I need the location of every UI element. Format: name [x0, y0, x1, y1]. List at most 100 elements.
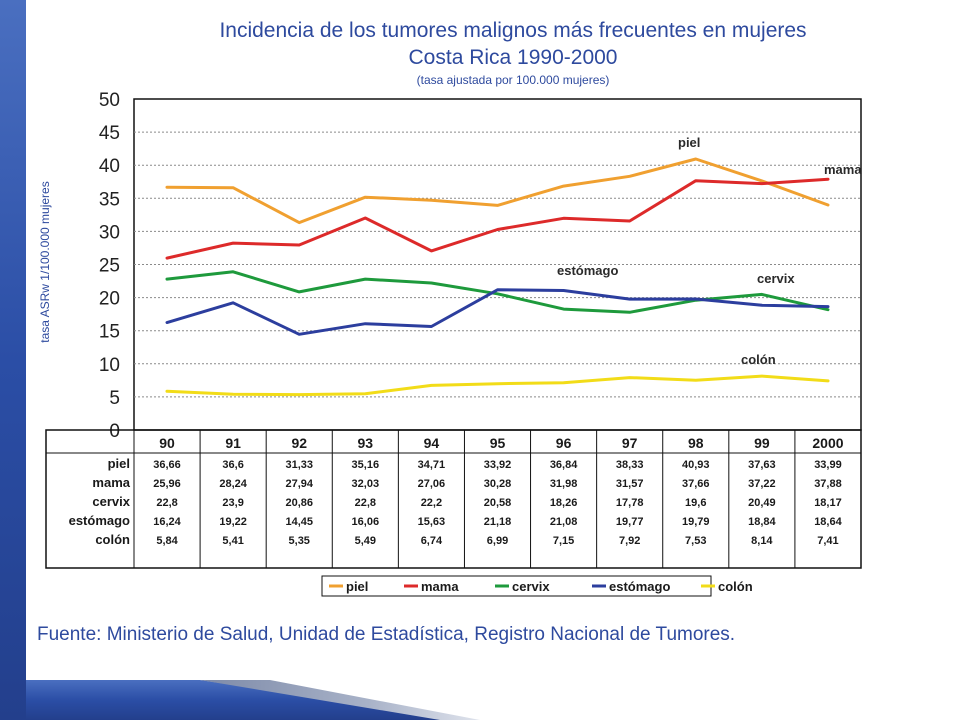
x-tick-label: 96	[556, 435, 572, 451]
y-tick-label: 45	[99, 123, 120, 144]
table-cell: 22,8	[355, 497, 376, 509]
table-row-label-estomago: estómago	[69, 513, 130, 528]
y-tick-label: 20	[99, 289, 120, 310]
y-tick-labels: 0 5 10 15 20 25 30 35 40 45 50	[99, 90, 120, 442]
table-row-label-mama: mama	[92, 475, 130, 490]
y-tick-label: 10	[99, 355, 120, 376]
chart-note: (tasa ajustada por 100.000 mujeres)	[417, 73, 610, 87]
table-cell: 37,63	[748, 459, 776, 471]
table-cell: 5,84	[156, 535, 178, 547]
table-cell: 18,17	[814, 497, 842, 509]
series-line-colon	[165, 374, 830, 397]
table-cell: 19,79	[682, 516, 710, 528]
y-tick-label: 25	[99, 256, 120, 277]
x-tick-label: 91	[225, 435, 241, 451]
table-cell: 21,18	[484, 516, 512, 528]
legend-label-mama: mama	[421, 579, 459, 594]
x-tick-label: 90	[159, 435, 175, 451]
table-cell: 36,66	[153, 459, 181, 471]
data-table-lines	[133, 430, 796, 568]
table-cell: 20,58	[484, 497, 512, 509]
y-tick-label: 35	[99, 189, 120, 210]
x-tick-label: 99	[754, 435, 770, 451]
table-cell: 6,74	[421, 535, 443, 547]
table-cell: 5,41	[222, 535, 243, 547]
table-cell: 20,86	[285, 497, 313, 509]
table-cell: 5,35	[289, 535, 310, 547]
table-cell: 28,24	[219, 478, 247, 490]
y-tick-label: 40	[99, 156, 120, 177]
table-cell: 30,28	[484, 478, 512, 490]
table-cell: 31,57	[616, 478, 644, 490]
bottom-accent-wedge	[200, 680, 480, 720]
table-cell: 31,33	[285, 459, 313, 471]
y-tick-label: 50	[99, 90, 120, 111]
x-tick-labels: 90 91 92 93 94 95 96 97 98 99 2000	[159, 435, 843, 451]
table-cell: 7,92	[619, 535, 640, 547]
table-cell: 35,16	[352, 459, 380, 471]
source-note: Fuente: Ministerio de Salud, Unidad de E…	[37, 624, 735, 645]
annotation-piel: piel	[678, 135, 700, 150]
table-cell: 22,8	[156, 497, 177, 509]
table-cell: 14,45	[285, 516, 313, 528]
x-tick-label: 94	[424, 435, 440, 451]
table-cell: 37,88	[814, 478, 842, 490]
table-row-label-piel: piel	[108, 456, 130, 471]
x-tick-label: 2000	[812, 435, 843, 451]
legend-label-estomago: estómago	[609, 579, 670, 594]
table-row-label-colon: colón	[95, 532, 130, 547]
table-cell: 32,03	[352, 478, 380, 490]
table-cell: 16,24	[153, 516, 181, 528]
data-table: piel 36,66 36,6 31,33 35,16 34,71 33,92 36,84 38…	[69, 456, 843, 547]
table-cell: 19,77	[616, 516, 644, 528]
left-accent-bar	[0, 0, 26, 720]
x-tick-label: 98	[688, 435, 704, 451]
table-cell: 19,22	[219, 516, 247, 528]
y-tick-label: 5	[109, 388, 120, 409]
table-cell: 22,2	[421, 497, 442, 509]
legend-label-cervix: cervix	[512, 579, 550, 594]
x-tick-label: 95	[490, 435, 506, 451]
table-cell: 25,96	[153, 478, 181, 490]
table-cell: 21,08	[550, 516, 578, 528]
x-tick-label: 97	[622, 435, 638, 451]
series-line-mama	[165, 177, 830, 260]
y-tick-label: 15	[99, 322, 120, 343]
x-tick-label: 93	[358, 435, 374, 451]
table-cell: 27,94	[285, 478, 313, 490]
table-cell: 18,64	[814, 516, 842, 528]
series-layer	[165, 157, 830, 397]
y-axis-label: tasa ASRw 1/100.000 mujeres	[38, 181, 52, 342]
table-cell: 38,33	[616, 459, 644, 471]
table-cell: 37,22	[748, 478, 776, 490]
legend: piel mama cervix estómago colón	[329, 579, 753, 594]
annotation-cervix: cervix	[757, 271, 795, 286]
table-cell: 7,53	[685, 535, 706, 547]
series-line-estomago	[165, 288, 830, 336]
annotation-colon: colón	[741, 352, 776, 367]
data-table-frame	[45, 429, 862, 569]
chart-title: Incidencia de los tumores malignos más f…	[219, 19, 806, 42]
legend-label-piel: piel	[346, 579, 368, 594]
y-tick-label: 30	[99, 222, 120, 243]
series-line-piel	[165, 157, 830, 225]
table-row-label-cervix: cervix	[92, 494, 130, 509]
table-cell: 27,06	[418, 478, 446, 490]
table-cell: 15,63	[418, 516, 446, 528]
table-cell: 17,78	[616, 497, 644, 509]
table-cell: 18,26	[550, 497, 578, 509]
table-cell: 31,98	[550, 478, 578, 490]
y-tick-label: 0	[109, 421, 120, 442]
table-cell: 16,06	[352, 516, 380, 528]
annotation-mama: mama	[824, 162, 862, 177]
table-cell: 36,84	[550, 459, 578, 471]
table-cell: 23,9	[222, 497, 243, 509]
annotation-estomago: estómago	[557, 263, 618, 278]
table-cell: 33,92	[484, 459, 512, 471]
series-line-cervix	[165, 270, 830, 314]
x-tick-label: 92	[291, 435, 307, 451]
table-cell: 19,6	[685, 497, 706, 509]
table-cell: 34,71	[418, 459, 446, 471]
bottom-accent-band	[26, 680, 470, 720]
table-cell: 40,93	[682, 459, 710, 471]
